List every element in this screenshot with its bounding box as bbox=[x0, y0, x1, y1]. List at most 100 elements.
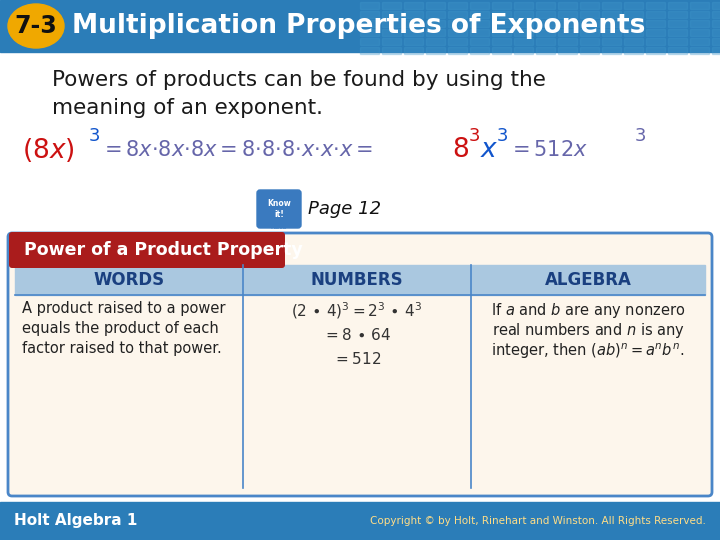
Bar bbox=[624, 47, 643, 54]
Bar bbox=[448, 11, 467, 18]
Bar bbox=[602, 20, 621, 27]
Bar bbox=[360, 47, 379, 54]
Bar bbox=[514, 2, 533, 9]
Bar bbox=[690, 47, 709, 54]
Bar bbox=[404, 29, 423, 36]
Text: $= 512$: $= 512$ bbox=[333, 351, 381, 367]
Bar bbox=[712, 2, 720, 9]
Text: A product raised to a power: A product raised to a power bbox=[22, 301, 225, 316]
Bar bbox=[712, 11, 720, 18]
Bar bbox=[426, 29, 445, 36]
Bar bbox=[514, 20, 533, 27]
Bar bbox=[492, 20, 511, 27]
Bar bbox=[558, 2, 577, 9]
Bar bbox=[404, 2, 423, 9]
Bar bbox=[646, 38, 665, 45]
Bar bbox=[536, 11, 555, 18]
Bar bbox=[492, 2, 511, 9]
Bar bbox=[514, 11, 533, 18]
Bar bbox=[602, 2, 621, 9]
Bar bbox=[624, 38, 643, 45]
Text: $3$: $3$ bbox=[634, 127, 646, 145]
Text: Power of a Product Property: Power of a Product Property bbox=[24, 241, 302, 259]
Bar bbox=[558, 20, 577, 27]
Bar bbox=[712, 47, 720, 54]
Bar bbox=[382, 38, 401, 45]
Bar bbox=[580, 38, 599, 45]
Text: real numbers and $n$ is any: real numbers and $n$ is any bbox=[492, 321, 685, 341]
Bar bbox=[580, 11, 599, 18]
Text: Holt Algebra 1: Holt Algebra 1 bbox=[14, 514, 138, 529]
Text: WORDS: WORDS bbox=[94, 271, 165, 289]
Bar bbox=[690, 29, 709, 36]
Bar bbox=[668, 47, 687, 54]
Bar bbox=[382, 20, 401, 27]
Bar bbox=[382, 29, 401, 36]
Bar bbox=[448, 29, 467, 36]
Text: ALGEBRA: ALGEBRA bbox=[544, 271, 631, 289]
Bar bbox=[492, 38, 511, 45]
Bar bbox=[558, 47, 577, 54]
Bar bbox=[382, 11, 401, 18]
Text: $8$: $8$ bbox=[452, 137, 469, 163]
Bar bbox=[0, 502, 720, 540]
Bar bbox=[470, 2, 489, 9]
Bar bbox=[580, 20, 599, 27]
Text: Know
it!: Know it! bbox=[267, 199, 291, 219]
Text: $= 8\ {\bullet}\ 64$: $= 8\ {\bullet}\ 64$ bbox=[323, 327, 391, 343]
Text: 7-3: 7-3 bbox=[14, 14, 58, 38]
Bar bbox=[602, 38, 621, 45]
Bar bbox=[602, 29, 621, 36]
Bar bbox=[624, 2, 643, 9]
Bar bbox=[382, 2, 401, 9]
Bar bbox=[15, 265, 705, 295]
Bar bbox=[536, 38, 555, 45]
Text: Note: Note bbox=[271, 224, 287, 230]
Bar bbox=[514, 29, 533, 36]
Bar bbox=[360, 29, 379, 36]
Bar bbox=[536, 29, 555, 36]
Bar bbox=[536, 47, 555, 54]
Bar bbox=[0, 0, 720, 52]
Bar bbox=[448, 38, 467, 45]
Text: $3$: $3$ bbox=[496, 127, 508, 145]
Text: $=512x$: $=512x$ bbox=[508, 140, 588, 160]
Text: factor raised to that power.: factor raised to that power. bbox=[22, 341, 222, 356]
Text: Copyright © by Holt, Rinehart and Winston. All Rights Reserved.: Copyright © by Holt, Rinehart and Winsto… bbox=[370, 516, 706, 526]
Bar bbox=[382, 47, 401, 54]
Bar bbox=[668, 11, 687, 18]
Bar bbox=[646, 11, 665, 18]
Bar bbox=[624, 29, 643, 36]
Bar bbox=[558, 29, 577, 36]
Bar bbox=[690, 2, 709, 9]
Bar bbox=[558, 11, 577, 18]
Bar bbox=[580, 29, 599, 36]
Ellipse shape bbox=[8, 4, 64, 48]
Text: Multiplication Properties of Exponents: Multiplication Properties of Exponents bbox=[72, 13, 645, 39]
Bar bbox=[712, 20, 720, 27]
Bar bbox=[360, 11, 379, 18]
Bar bbox=[558, 38, 577, 45]
Bar bbox=[712, 38, 720, 45]
Bar bbox=[404, 38, 423, 45]
Bar bbox=[470, 20, 489, 27]
Bar bbox=[690, 20, 709, 27]
Bar bbox=[426, 2, 445, 9]
Text: $3$: $3$ bbox=[88, 127, 100, 145]
Bar bbox=[492, 47, 511, 54]
Bar bbox=[536, 20, 555, 27]
Text: integer, then $(ab)^n = a^nb^n$.: integer, then $(ab)^n = a^nb^n$. bbox=[491, 341, 685, 361]
Text: $x$: $x$ bbox=[480, 137, 498, 163]
Bar bbox=[646, 47, 665, 54]
Bar bbox=[646, 2, 665, 9]
Bar bbox=[426, 47, 445, 54]
Bar bbox=[602, 47, 621, 54]
Bar bbox=[492, 29, 511, 36]
Bar bbox=[404, 11, 423, 18]
Bar bbox=[624, 11, 643, 18]
Bar bbox=[470, 29, 489, 36]
Bar bbox=[470, 38, 489, 45]
Text: If $a$ and $b$ are any nonzero: If $a$ and $b$ are any nonzero bbox=[491, 301, 685, 321]
Text: $(8x)$: $(8x)$ bbox=[22, 136, 75, 164]
Bar bbox=[514, 38, 533, 45]
